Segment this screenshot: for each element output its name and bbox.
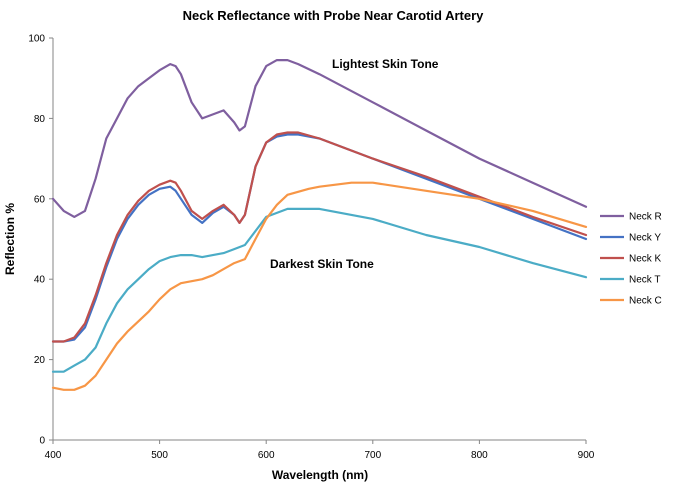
series-line-neck-k <box>51 131 588 343</box>
series-line-neck-y <box>51 133 588 343</box>
series-line-neck-c <box>51 181 588 391</box>
y-axis-label: Reflection % <box>3 203 17 275</box>
chart-title: Neck Reflectance with Probe Near Carotid… <box>183 8 485 23</box>
y-tick-label: 100 <box>28 34 45 45</box>
annotation-lightest-skin-tone: Lightest Skin Tone <box>332 57 439 71</box>
y-tick-label: 0 <box>39 436 45 447</box>
legend-label: Neck T <box>629 275 661 286</box>
y-tick-label: 80 <box>34 114 46 125</box>
y-tick-label: 40 <box>34 275 46 286</box>
x-axis-label: Wavelength (nm) <box>272 468 368 482</box>
x-tick-label: 600 <box>258 450 275 461</box>
y-tick-label: 60 <box>34 194 46 205</box>
legend-label: Neck K <box>629 254 662 265</box>
x-tick-label: 900 <box>578 450 595 461</box>
x-tick-label: 700 <box>364 450 381 461</box>
series-line-neck-r <box>51 58 588 218</box>
series-line-neck-t <box>51 207 588 373</box>
legend-label: Neck Y <box>629 233 661 244</box>
x-tick-label: 400 <box>45 450 62 461</box>
legend-label: Neck C <box>629 296 662 307</box>
annotation-darkest-skin-tone: Darkest Skin Tone <box>270 257 374 271</box>
legend: Neck R Neck Y Neck K Neck T Neck C <box>600 212 662 307</box>
y-tick-label: 20 <box>34 355 46 366</box>
plot-area: 0 20 40 60 80 100 400 500 600 700 800 900 Lightest … <box>28 34 594 462</box>
x-tick-label: 500 <box>151 450 168 461</box>
x-tick-label: 800 <box>471 450 488 461</box>
legend-label: Neck R <box>629 212 662 223</box>
